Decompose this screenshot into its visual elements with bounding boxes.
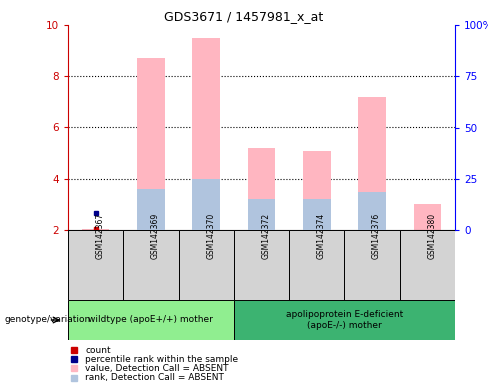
Bar bbox=[192, 179, 220, 230]
Bar bbox=[248, 199, 275, 230]
Bar bbox=[123, 230, 179, 300]
Text: GSM142370: GSM142370 bbox=[206, 212, 215, 259]
Bar bbox=[303, 199, 330, 230]
Bar bbox=[289, 230, 345, 300]
Text: GSM142376: GSM142376 bbox=[372, 212, 381, 259]
Bar bbox=[234, 230, 289, 300]
Bar bbox=[137, 58, 165, 230]
Bar bbox=[179, 230, 234, 300]
Bar bbox=[68, 300, 234, 340]
Bar bbox=[192, 38, 220, 230]
Bar bbox=[248, 148, 275, 230]
Bar bbox=[400, 230, 455, 300]
Text: GSM142374: GSM142374 bbox=[317, 212, 326, 259]
Text: rank, Detection Call = ABSENT: rank, Detection Call = ABSENT bbox=[85, 373, 224, 382]
Text: GSM142367: GSM142367 bbox=[96, 212, 104, 259]
Text: count: count bbox=[85, 346, 111, 355]
Bar bbox=[358, 97, 386, 230]
Bar bbox=[358, 192, 386, 230]
Text: apolipoprotein E-deficient
(apoE-/-) mother: apolipoprotein E-deficient (apoE-/-) mot… bbox=[286, 310, 403, 330]
Bar bbox=[234, 300, 455, 340]
Bar bbox=[413, 204, 441, 230]
Text: genotype/variation: genotype/variation bbox=[5, 316, 91, 324]
Text: percentile rank within the sample: percentile rank within the sample bbox=[85, 355, 239, 364]
Bar bbox=[345, 230, 400, 300]
Bar bbox=[82, 229, 109, 230]
Text: value, Detection Call = ABSENT: value, Detection Call = ABSENT bbox=[85, 364, 229, 373]
Text: GSM142380: GSM142380 bbox=[427, 212, 436, 259]
Bar bbox=[303, 151, 330, 230]
Text: wildtype (apoE+/+) mother: wildtype (apoE+/+) mother bbox=[88, 316, 213, 324]
Bar bbox=[68, 230, 123, 300]
Text: GSM142372: GSM142372 bbox=[262, 212, 270, 259]
Bar bbox=[137, 189, 165, 230]
Text: GSM142369: GSM142369 bbox=[151, 212, 160, 259]
Text: GDS3671 / 1457981_x_at: GDS3671 / 1457981_x_at bbox=[164, 10, 324, 23]
